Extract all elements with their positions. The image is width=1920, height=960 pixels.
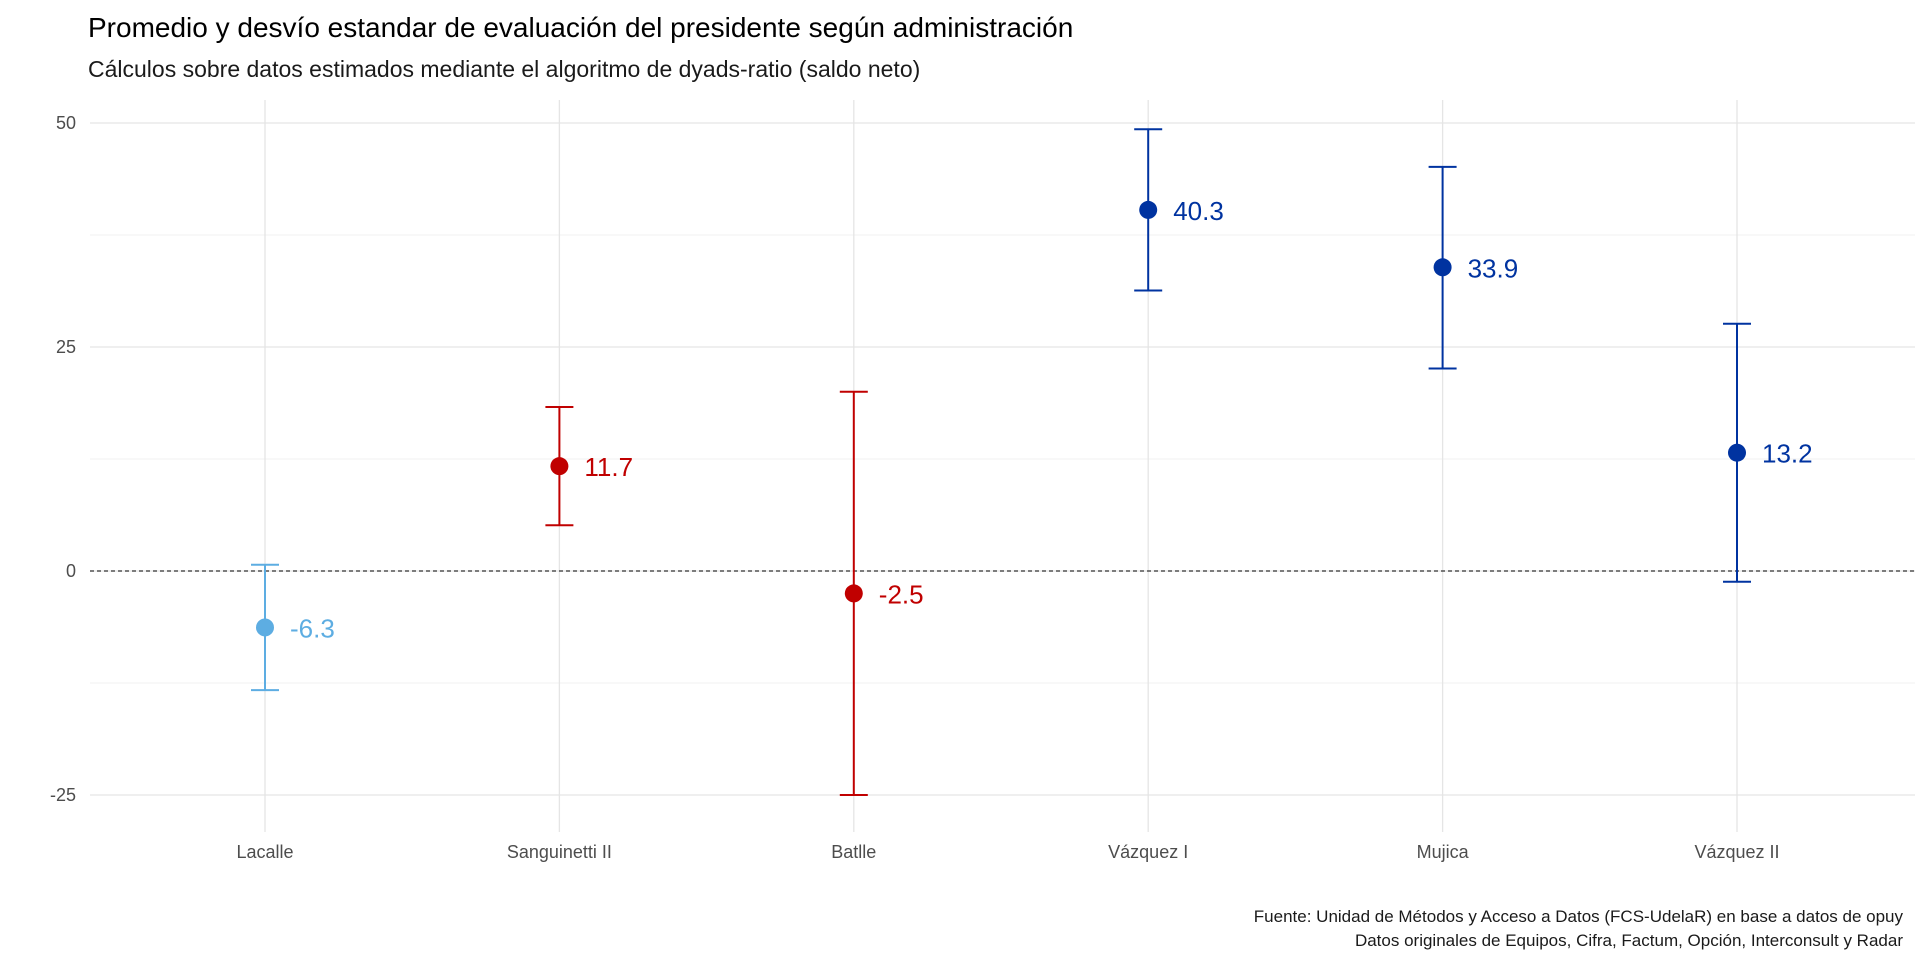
caption-original-data: Datos originales de Equipos, Cifra, Fact… — [1355, 931, 1903, 950]
x-tick-label: Lacalle — [236, 842, 293, 862]
y-tick-label: 50 — [56, 113, 76, 133]
chart-title: Promedio y desvío estandar de evaluación… — [88, 12, 1073, 43]
error-bar-group: -2.5 — [839, 390, 924, 796]
error-bar-group: 40.3 — [1134, 128, 1224, 292]
data-label: -6.3 — [290, 613, 335, 643]
error-bar-group: 11.7 — [545, 406, 633, 527]
grid — [90, 100, 1915, 832]
y-axis-ticks: -25 0 25 50 — [50, 113, 76, 805]
x-tick-label: Mujica — [1417, 842, 1470, 862]
mean-point — [844, 584, 863, 603]
y-tick-label: -25 — [50, 785, 76, 805]
data-label: 33.9 — [1468, 253, 1519, 283]
error-bar-group: 33.9 — [1428, 165, 1519, 370]
data-label: 11.7 — [584, 452, 633, 482]
mean-point — [1433, 258, 1452, 277]
mean-point — [1139, 200, 1158, 219]
x-axis-ticks: Lacalle Sanguinetti II Batlle Vázquez I Muji… — [236, 842, 1779, 862]
data-label: 13.2 — [1762, 439, 1813, 469]
x-tick-label: Vázquez II — [1694, 842, 1779, 862]
x-tick-label: Vázquez I — [1108, 842, 1188, 862]
caption-source: Fuente: Unidad de Métodos y Acceso a Dat… — [1254, 907, 1904, 926]
mean-point — [256, 618, 274, 637]
y-tick-label: 0 — [66, 561, 76, 581]
error-bar-points: -6.3 11.7 -2.5 40.3 33.9 13.2 — [251, 128, 1813, 796]
x-tick-label: Sanguinetti II — [507, 842, 612, 862]
mean-point — [550, 457, 569, 476]
error-bar-group: -6.3 — [251, 563, 335, 692]
error-bar-group: 13.2 — [1723, 322, 1813, 583]
x-tick-label: Batlle — [831, 842, 876, 862]
chart-subtitle: Cálculos sobre datos estimados mediante … — [88, 56, 920, 82]
mean-point — [1728, 443, 1746, 462]
y-tick-label: 25 — [56, 337, 76, 357]
data-label: -2.5 — [879, 579, 924, 609]
data-label: 40.3 — [1173, 196, 1224, 226]
